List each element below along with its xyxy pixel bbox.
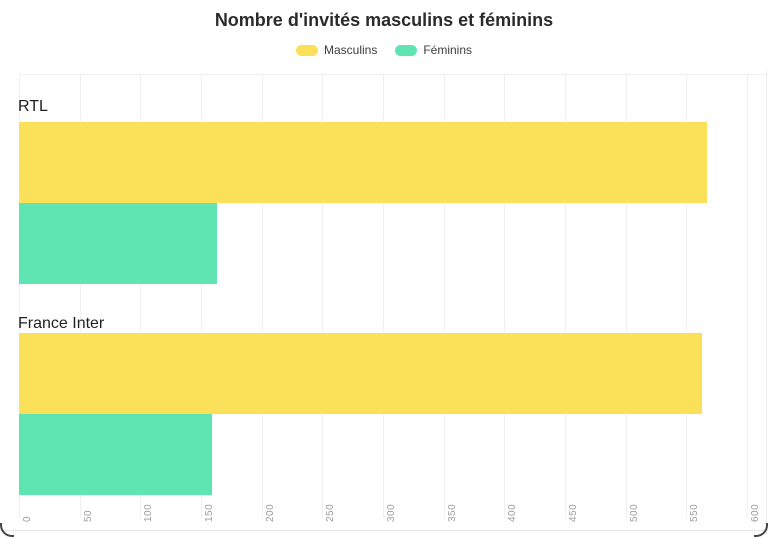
gridline: [79, 74, 81, 518]
chart-legend: Masculins Féminins: [0, 43, 768, 57]
legend-item-feminins[interactable]: Féminins: [395, 43, 472, 57]
gridline: [625, 74, 627, 518]
legend-label: Féminins: [423, 43, 473, 57]
category-label-rtl: RTL: [18, 98, 48, 115]
gridline: [747, 74, 748, 518]
plot-area: 0 50 100 150 200 250 300 350 400 450 500 550 600 RTL F…: [0, 74, 768, 537]
legend-swatch-masculins: [295, 44, 318, 56]
gridline: [383, 74, 384, 518]
gridline: [19, 74, 20, 518]
x-tick-label: 0: [22, 515, 33, 522]
x-tick-label: 50: [82, 509, 94, 522]
chart-title: Nombre d'invités masculins et féminins: [214, 10, 554, 30]
card-right-border: [766, 70, 767, 535]
x-tick-label: 450: [568, 503, 579, 522]
gridline: [140, 74, 142, 518]
x-tick-label: 550: [689, 503, 701, 522]
x-tick-label: 200: [264, 503, 276, 522]
x-tick-label: 300: [386, 503, 397, 522]
plot-top-border: [19, 74, 766, 75]
legend-item-masculins[interactable]: Masculins: [295, 43, 378, 57]
gridline: [201, 74, 202, 518]
x-tick-label: 100: [143, 503, 155, 522]
x-tick-label: 500: [628, 503, 640, 522]
x-tick-label: 250: [325, 503, 337, 522]
bar-feminins-france-inter[interactable]: [19, 414, 212, 495]
legend-label: Masculins: [323, 43, 378, 57]
x-tick-label: 400: [507, 503, 519, 522]
category-label-france-inter: France Inter: [18, 315, 105, 332]
gridline: [565, 74, 566, 518]
bar-feminins-rtl[interactable]: [19, 203, 217, 284]
gridline: [322, 74, 324, 518]
x-tick-label: 150: [204, 503, 215, 522]
x-tick-label: 600: [750, 503, 761, 522]
window-corner-bottom-left: [0, 523, 14, 537]
card-bottom-border: [0, 530, 768, 531]
x-tick-label: 350: [446, 503, 458, 522]
legend-swatch-feminins: [395, 44, 418, 56]
gridline: [261, 74, 263, 518]
gridline: [504, 74, 506, 518]
gridline: [686, 74, 688, 518]
gridline: [443, 74, 445, 518]
bar-masculins-france-inter[interactable]: [19, 333, 703, 414]
bar-masculins-rtl[interactable]: [19, 122, 707, 203]
